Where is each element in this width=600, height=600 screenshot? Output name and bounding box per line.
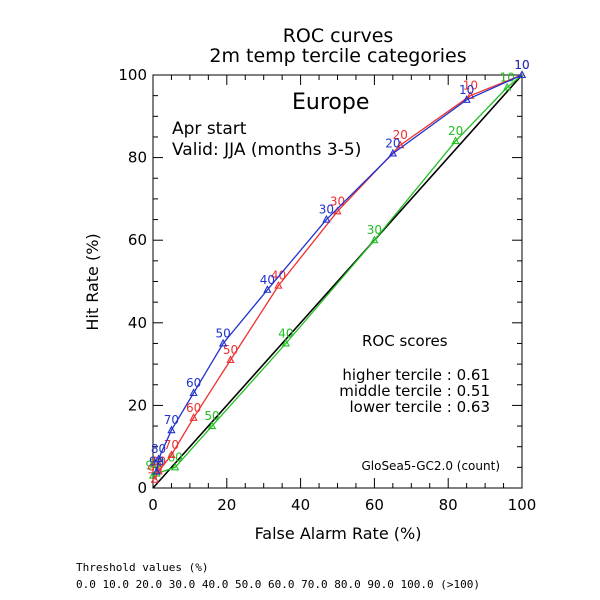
threshold-label: 50 bbox=[223, 343, 238, 357]
threshold-label: 90 bbox=[147, 463, 162, 477]
threshold-label: 10 bbox=[459, 83, 474, 97]
chart-title: ROC curves bbox=[283, 25, 394, 47]
data-point-marker bbox=[171, 462, 180, 471]
x-tick-label: 40 bbox=[291, 496, 310, 514]
score-lower-tercile: lower tercile : 0.63 bbox=[349, 398, 490, 416]
data-point-marker bbox=[263, 285, 272, 293]
data-point-marker bbox=[226, 355, 235, 364]
threshold-label: 50 bbox=[215, 326, 230, 340]
threshold-label: 10 bbox=[500, 70, 515, 84]
axes: 0 20 40 60 80 100 0 20 40 60 80 100 bbox=[118, 66, 536, 514]
threshold-label: 10 bbox=[514, 58, 529, 72]
series-line bbox=[152, 74, 523, 477]
threshold-label: 10 bbox=[514, 58, 529, 72]
x-tick-label: 20 bbox=[217, 496, 236, 514]
threshold-label: 20 bbox=[385, 136, 400, 150]
data-point-marker bbox=[281, 338, 290, 347]
y-tick-label: 40 bbox=[128, 314, 147, 332]
y-tick-label: 80 bbox=[128, 149, 147, 167]
y-tick-label: 0 bbox=[137, 479, 147, 497]
threshold-label: 40 bbox=[278, 326, 293, 340]
chart-subtitle: 2m temp tercile categories bbox=[209, 45, 466, 67]
y-axis-label: Hit Rate (%) bbox=[83, 233, 102, 330]
data-point-marker bbox=[462, 95, 471, 103]
threshold-label: 40 bbox=[260, 273, 275, 287]
threshold-label: 20 bbox=[393, 128, 408, 142]
threshold-label: 60 bbox=[186, 376, 201, 390]
threshold-label: 60 bbox=[186, 401, 201, 415]
data-point-marker bbox=[189, 413, 198, 421]
threshold-label: 10 bbox=[514, 58, 529, 72]
threshold-label: 50 bbox=[204, 409, 219, 423]
x-tick-label: 80 bbox=[439, 496, 458, 514]
score-middle-tercile: middle tercile : 0.51 bbox=[339, 382, 490, 400]
y-tick-label: 20 bbox=[128, 396, 147, 414]
data-point-marker bbox=[517, 70, 527, 79]
threshold-values: 0.0 10.0 20.0 30.0 40.0 50.0 60.0 70.0 8… bbox=[76, 578, 480, 591]
x-tick-label: 0 bbox=[148, 496, 158, 514]
data-point-marker bbox=[218, 338, 228, 347]
threshold-label: 20 bbox=[448, 124, 463, 138]
x-tick-label: 100 bbox=[508, 496, 537, 514]
x-axis-label: False Alarm Rate (%) bbox=[255, 524, 422, 543]
data-point-marker bbox=[167, 450, 176, 459]
data-point-marker bbox=[322, 214, 331, 223]
data-point-marker bbox=[207, 421, 217, 430]
series-line bbox=[154, 74, 523, 480]
data-point-marker bbox=[274, 280, 283, 289]
valid-label: Valid: JJA (months 3-5) bbox=[172, 140, 361, 160]
data-point-marker bbox=[150, 475, 159, 483]
data-point-marker bbox=[167, 425, 176, 434]
no-skill-diagonal bbox=[152, 74, 523, 489]
roc-chart: ROC curves 2m temp tercile categories 0 2… bbox=[83, 25, 536, 543]
data-point-marker bbox=[388, 148, 397, 157]
start-label: Apr start bbox=[172, 119, 247, 139]
threshold-label: 30 bbox=[367, 223, 382, 237]
y-tick-label: 60 bbox=[128, 231, 147, 249]
x-tick-label: 60 bbox=[365, 496, 384, 514]
threshold-label: 70 bbox=[164, 438, 179, 452]
threshold-label: 80 bbox=[151, 442, 166, 456]
data-point-marker bbox=[503, 82, 512, 91]
series-line bbox=[156, 74, 523, 472]
data-point-marker bbox=[370, 235, 379, 244]
y-tick-label: 100 bbox=[118, 66, 147, 84]
scores-title: ROC scores bbox=[362, 332, 448, 350]
threshold-label: 70 bbox=[164, 413, 179, 427]
data-point-marker bbox=[154, 454, 163, 463]
threshold-label: 30 bbox=[319, 203, 334, 217]
model-label: GloSea5-GC2.0 (count) bbox=[361, 459, 500, 473]
threshold-title: Threshold values (%) bbox=[76, 561, 209, 574]
data-point-marker bbox=[189, 388, 198, 397]
data-point-marker bbox=[451, 136, 460, 145]
region-label: Europe bbox=[292, 90, 369, 115]
threshold-label: 10 bbox=[463, 79, 478, 93]
score-higher-tercile: higher tercile : 0.61 bbox=[342, 366, 490, 384]
data-point-marker bbox=[152, 466, 161, 475]
